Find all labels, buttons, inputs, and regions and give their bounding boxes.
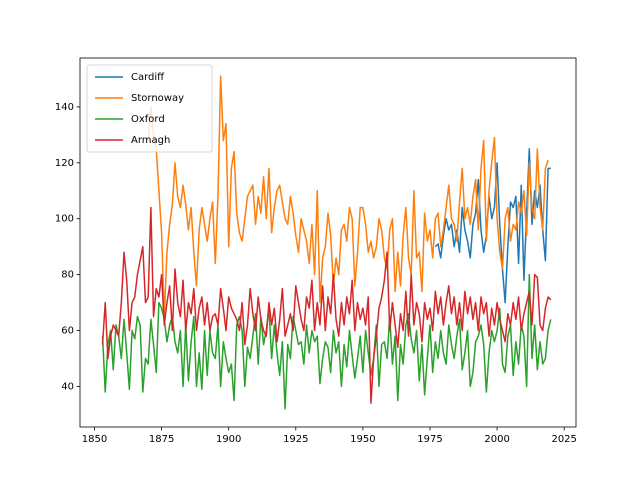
x-tick-label: 1975 (417, 434, 442, 445)
y-tick-label: 60 (61, 326, 74, 337)
x-tick-label: 2025 (551, 434, 576, 445)
x-tick-label: 1900 (216, 434, 241, 445)
x-tick-label: 1950 (350, 434, 375, 445)
x-tick-label: 1850 (82, 434, 107, 445)
x-tick-label: 1925 (283, 434, 308, 445)
legend-label: Stornoway (131, 93, 184, 104)
legend-label: Oxford (131, 114, 165, 125)
series-line (101, 273, 552, 410)
y-tick-label: 40 (61, 381, 74, 392)
x-tick-label: 1875 (149, 434, 174, 445)
series-line (147, 75, 549, 318)
x-tick-label: 2000 (484, 434, 509, 445)
y-tick-label: 80 (61, 270, 74, 281)
legend-box (86, 64, 213, 153)
series-line (434, 148, 551, 304)
y-tick-label: 100 (55, 214, 74, 225)
legend-label: Armagh (131, 135, 170, 146)
y-tick-label: 140 (55, 102, 74, 113)
axes-frame (79, 57, 577, 428)
y-tick-label: 120 (55, 158, 74, 169)
series-line (101, 206, 552, 404)
legend-label: Cardiff (131, 72, 165, 83)
